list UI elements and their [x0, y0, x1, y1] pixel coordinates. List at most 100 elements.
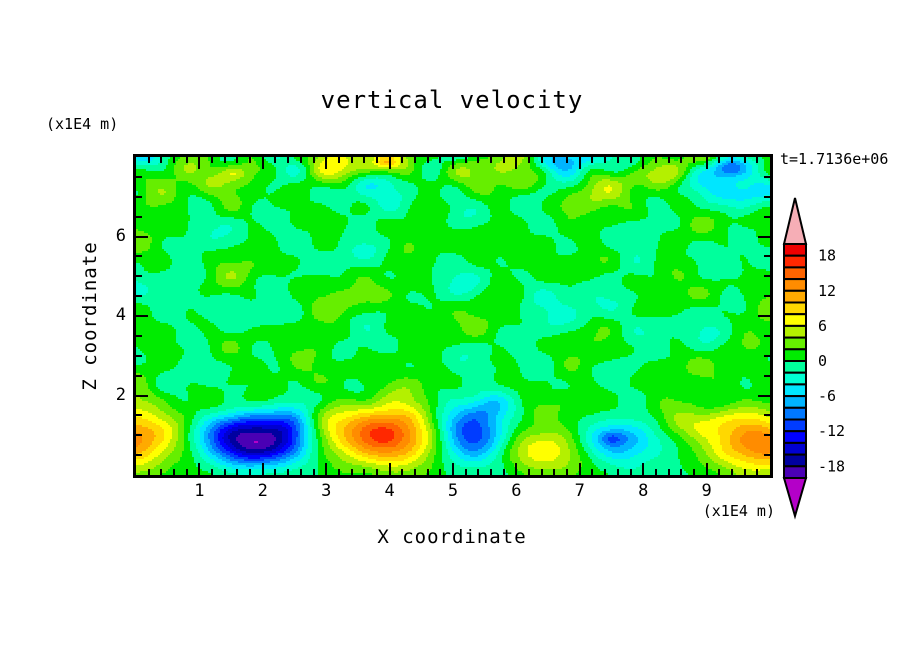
- contour-field: [136, 157, 770, 475]
- tick-mark: [439, 157, 441, 163]
- tick-mark: [401, 469, 403, 475]
- tick-mark: [338, 469, 340, 475]
- tick-mark: [249, 469, 251, 475]
- tick-mark: [541, 157, 543, 163]
- tick-mark: [764, 275, 770, 277]
- colorbar-segment: [783, 383, 807, 398]
- tick-mark: [503, 157, 505, 163]
- tick-mark: [287, 469, 289, 475]
- colorbar-segment: [783, 465, 807, 479]
- colorbar-segment: [783, 441, 807, 456]
- tick-mark: [249, 157, 251, 163]
- colorbar-segment: [783, 301, 807, 316]
- tick-mark: [706, 463, 708, 475]
- tick-mark: [477, 157, 479, 163]
- tick-mark: [642, 157, 644, 169]
- tick-mark: [136, 236, 148, 238]
- tick-mark: [591, 469, 593, 475]
- tick-mark: [414, 157, 416, 163]
- colorbar-tick-label: -6: [818, 387, 836, 405]
- x-tick-label: 4: [384, 481, 395, 501]
- tick-mark: [198, 463, 200, 475]
- tick-mark: [186, 157, 188, 163]
- tick-mark: [744, 469, 746, 475]
- tick-mark: [553, 469, 555, 475]
- tick-mark: [136, 255, 142, 257]
- tick-mark: [655, 469, 657, 475]
- colorbar-under-arrow: [782, 477, 808, 520]
- tick-mark: [764, 255, 770, 257]
- colorbar-segment: [783, 360, 807, 374]
- tick-mark: [136, 375, 142, 377]
- tick-mark: [693, 469, 695, 475]
- tick-mark: [363, 157, 365, 163]
- tick-mark: [300, 469, 302, 475]
- tick-mark: [604, 469, 606, 475]
- tick-mark: [136, 395, 148, 397]
- tick-mark: [236, 469, 238, 475]
- tick-mark: [579, 157, 581, 169]
- tick-mark: [579, 463, 581, 475]
- tick-mark: [764, 454, 770, 456]
- colorbar-segment: [783, 371, 807, 386]
- z-tick-label: 6: [115, 225, 126, 246]
- tick-mark: [439, 469, 441, 475]
- tick-mark: [693, 157, 695, 163]
- x-tick-label: 2: [257, 481, 268, 501]
- tick-mark: [756, 469, 758, 475]
- tick-mark: [325, 157, 327, 169]
- tick-mark: [274, 157, 276, 163]
- tick-mark: [655, 157, 657, 163]
- tick-mark: [313, 157, 315, 163]
- tick-mark: [452, 463, 454, 475]
- tick-mark: [764, 176, 770, 178]
- plot-frame: [133, 154, 773, 478]
- tick-mark: [300, 157, 302, 163]
- tick-mark: [668, 469, 670, 475]
- colorbar-over-arrow: [782, 197, 808, 245]
- tick-mark: [376, 157, 378, 163]
- tick-mark: [515, 157, 517, 169]
- plot-title: vertical velocity: [320, 86, 584, 114]
- colorbar-segment: [783, 348, 807, 363]
- tick-mark: [313, 469, 315, 475]
- tick-mark: [136, 196, 142, 198]
- tick-mark: [136, 295, 142, 297]
- tick-mark: [160, 157, 162, 163]
- x-axis-title: X coordinate: [377, 526, 527, 548]
- tick-mark: [211, 157, 213, 163]
- tick-mark: [452, 157, 454, 169]
- tick-mark: [528, 157, 530, 163]
- tick-mark: [427, 157, 429, 163]
- tick-mark: [758, 236, 770, 238]
- tick-mark: [668, 157, 670, 163]
- tick-mark: [553, 157, 555, 163]
- x-tick-label: 1: [194, 481, 205, 501]
- tick-mark: [490, 469, 492, 475]
- colorbar-tick-label: 18: [818, 247, 836, 265]
- tick-mark: [528, 469, 530, 475]
- colorbar-segment: [783, 395, 807, 409]
- tick-mark: [136, 315, 148, 317]
- tick-mark: [680, 157, 682, 163]
- tick-mark: [224, 157, 226, 163]
- tick-mark: [136, 414, 142, 416]
- tick-mark: [764, 375, 770, 377]
- colorbar-segment: [783, 418, 807, 433]
- x-tick-label: 8: [638, 481, 649, 501]
- tick-mark: [706, 157, 708, 169]
- tick-mark: [389, 157, 391, 169]
- tick-mark: [756, 157, 758, 163]
- colorbar-segment: [783, 406, 807, 421]
- tick-mark: [541, 469, 543, 475]
- tick-mark: [136, 355, 142, 357]
- tick-mark: [744, 157, 746, 163]
- tick-mark: [173, 469, 175, 475]
- time-annotation: t=1.7136e+06: [780, 150, 889, 168]
- tick-mark: [764, 196, 770, 198]
- tick-mark: [764, 295, 770, 297]
- tick-mark: [148, 469, 150, 475]
- colorbar-segment: [783, 324, 807, 339]
- tick-mark: [465, 157, 467, 163]
- colorbar-tick-label: -12: [818, 422, 845, 440]
